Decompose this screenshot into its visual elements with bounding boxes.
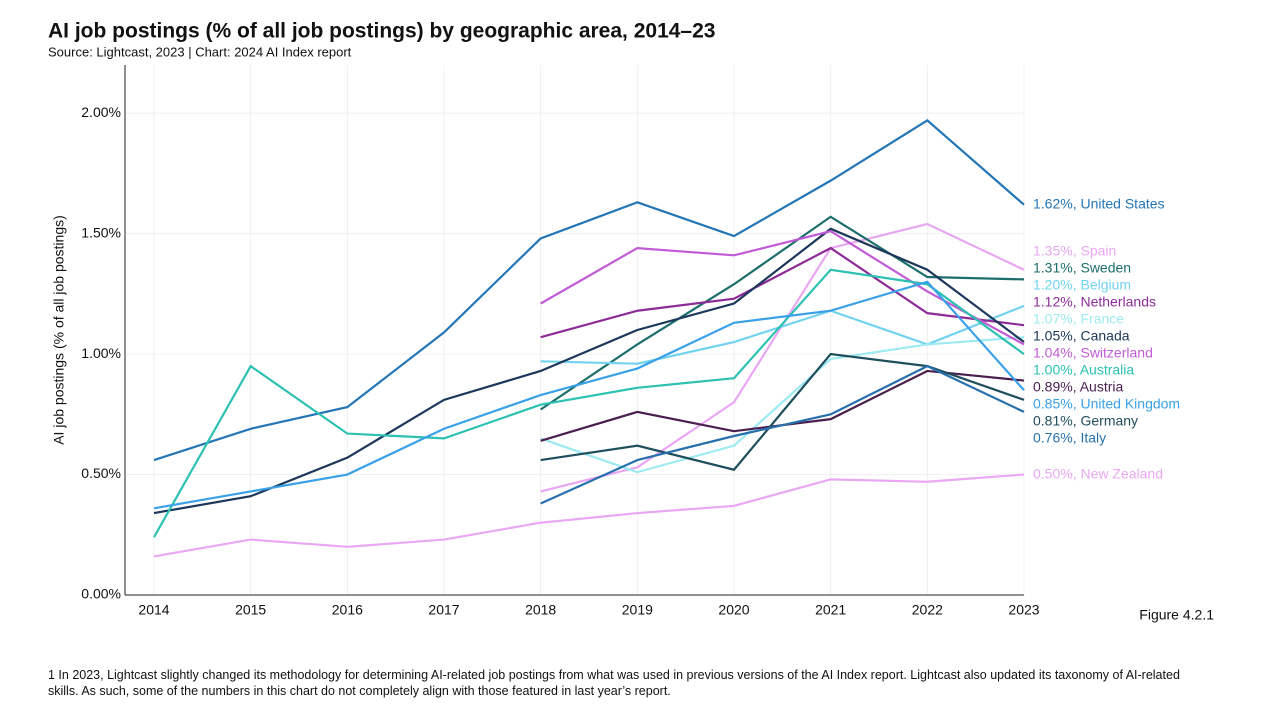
series-line bbox=[540, 352, 1025, 471]
series-name: Netherlands bbox=[1080, 293, 1156, 309]
chart-subtitle: Source: Lightcast, 2023 | Chart: 2024 AI… bbox=[48, 44, 352, 59]
series-name: United States bbox=[1080, 195, 1164, 211]
x-tick-label: 2017 bbox=[428, 602, 459, 618]
value-label: 1.62%, bbox=[1033, 195, 1077, 211]
series-name: Austria bbox=[1080, 378, 1124, 394]
series-line bbox=[153, 227, 1025, 515]
end-label: 1.31%, Sweden bbox=[1033, 259, 1131, 275]
series-line bbox=[153, 268, 1025, 538]
x-tick-label: 2016 bbox=[332, 602, 363, 618]
series-line bbox=[540, 369, 1025, 442]
value-label: 1.12%, bbox=[1033, 293, 1077, 309]
series-line bbox=[540, 304, 1025, 365]
end-label: 1.00%, Australia bbox=[1033, 361, 1134, 377]
end-label: 1.12%, Netherlands bbox=[1033, 293, 1156, 309]
series-name: United Kingdom bbox=[1080, 395, 1180, 411]
end-label: 0.50%, New Zealand bbox=[1033, 465, 1163, 481]
end-label: 1.20%, Belgium bbox=[1033, 276, 1131, 292]
y-axis-label: AI job postings (% of all job postings) bbox=[51, 215, 67, 445]
series-line bbox=[540, 222, 1025, 493]
series-name: Italy bbox=[1080, 429, 1106, 445]
series-name: Switzerland bbox=[1080, 344, 1152, 360]
series-line bbox=[540, 215, 1025, 411]
value-label: 1.31%, bbox=[1033, 259, 1077, 275]
x-tick-label: 2023 bbox=[1008, 602, 1039, 618]
value-label: 0.50%, bbox=[1033, 465, 1077, 481]
end-label: 1.62%, United States bbox=[1033, 195, 1165, 211]
x-tick-label: 2022 bbox=[912, 602, 943, 618]
series-line bbox=[540, 246, 1025, 339]
end-label: 1.07%, France bbox=[1033, 310, 1124, 326]
series-name: Belgium bbox=[1080, 276, 1131, 292]
series-name: Spain bbox=[1080, 242, 1116, 258]
series-name: Sweden bbox=[1080, 259, 1131, 275]
footnote: 1 In 2023, Lightcast slightly changed it… bbox=[48, 668, 1180, 698]
end-label: 1.05%, Canada bbox=[1033, 327, 1130, 343]
series-line bbox=[153, 119, 1025, 462]
end-label: 0.89%, Austria bbox=[1033, 378, 1124, 394]
chart-title: AI job postings (% of all job postings) … bbox=[48, 20, 715, 43]
value-label: 0.76%, bbox=[1033, 429, 1077, 445]
x-tick-label: 2020 bbox=[718, 602, 749, 618]
x-tick-label: 2021 bbox=[815, 602, 846, 618]
end-label: 0.81%, Germany bbox=[1033, 412, 1138, 428]
series-name: Australia bbox=[1080, 361, 1135, 377]
value-label: 1.05%, bbox=[1033, 327, 1077, 343]
y-tick-label: 0.00% bbox=[81, 586, 121, 602]
series-line bbox=[540, 364, 1025, 505]
series-name: France bbox=[1080, 310, 1124, 326]
series-line bbox=[540, 336, 1025, 474]
x-tick-label: 2018 bbox=[525, 602, 556, 618]
y-tick-label: 1.50% bbox=[81, 224, 121, 240]
figure-label: Figure 4.2.1 bbox=[1139, 607, 1214, 623]
series-name: New Zealand bbox=[1080, 465, 1163, 481]
value-label: 1.04%, bbox=[1033, 344, 1077, 360]
end-label: 1.04%, Switzerland bbox=[1033, 344, 1153, 360]
x-tick-label: 2014 bbox=[138, 602, 169, 618]
value-label: 1.00%, bbox=[1033, 361, 1077, 377]
value-label: 0.81%, bbox=[1033, 412, 1077, 428]
value-label: 0.89%, bbox=[1033, 378, 1077, 394]
series-line bbox=[153, 473, 1025, 558]
y-tick-label: 2.00% bbox=[81, 104, 121, 120]
x-tick-label: 2015 bbox=[235, 602, 266, 618]
end-label: 1.35%, Spain bbox=[1033, 242, 1116, 258]
y-tick-label: 1.00% bbox=[81, 345, 121, 361]
series-name: Canada bbox=[1080, 327, 1129, 343]
series-line bbox=[153, 280, 1025, 510]
end-label: 0.76%, Italy bbox=[1033, 429, 1106, 445]
value-label: 1.35%, bbox=[1033, 242, 1077, 258]
value-label: 1.20%, bbox=[1033, 276, 1077, 292]
x-tick-label: 2019 bbox=[622, 602, 653, 618]
end-label: 0.85%, United Kingdom bbox=[1033, 395, 1180, 411]
value-label: 1.07%, bbox=[1033, 310, 1077, 326]
y-tick-label: 0.50% bbox=[81, 465, 121, 481]
series-name: Germany bbox=[1080, 412, 1138, 428]
value-label: 0.85%, bbox=[1033, 395, 1077, 411]
